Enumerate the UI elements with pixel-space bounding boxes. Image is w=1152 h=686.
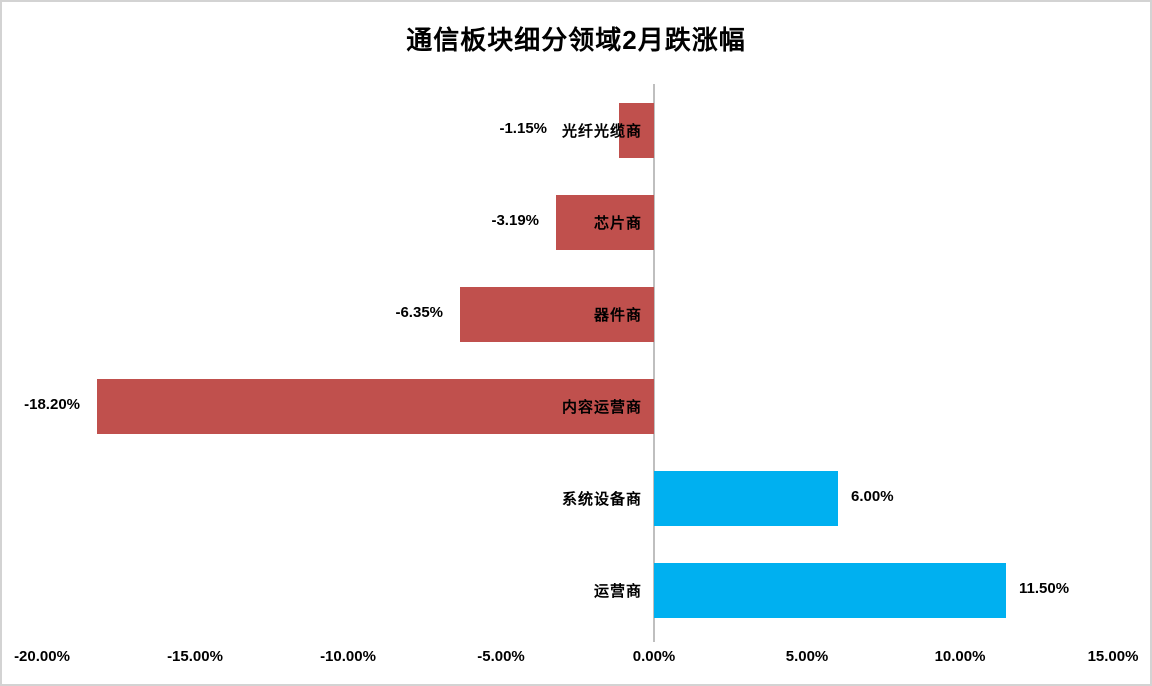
category-label: 芯片商: [593, 215, 642, 232]
x-tick-label: -5.00%: [477, 648, 525, 665]
bar: [556, 195, 654, 250]
x-tick-label: 15.00%: [1087, 648, 1139, 665]
zero-axis-line: [653, 84, 655, 642]
value-label: -3.19%: [491, 212, 539, 229]
value-label: -6.35%: [395, 304, 443, 321]
category-label: 内容运营商: [561, 399, 642, 416]
x-tick-label: -15.00%: [167, 648, 223, 665]
value-label: -18.20%: [24, 396, 80, 413]
x-tick-label: 5.00%: [785, 648, 829, 665]
category-label: 光纤光缆商: [561, 123, 642, 140]
category-label: 器件商: [593, 307, 642, 324]
value-label: -1.15%: [499, 120, 547, 137]
bar: [619, 103, 654, 158]
value-label: 11.50%: [1019, 580, 1070, 597]
category-label: 运营商: [593, 583, 642, 600]
x-tick-label: 0.00%: [632, 648, 676, 665]
bar: [460, 287, 654, 342]
bar: [654, 563, 1006, 618]
bar: [654, 471, 838, 526]
bar: [97, 379, 654, 434]
chart-title: 通信板块细分领域2月跌涨幅: [406, 25, 746, 55]
value-label: 6.00%: [851, 488, 894, 505]
x-tick-label: 10.00%: [934, 648, 986, 665]
x-tick-label: -20.00%: [14, 648, 70, 665]
x-tick-label: -10.00%: [320, 648, 376, 665]
category-label: 系统设备商: [561, 491, 642, 508]
